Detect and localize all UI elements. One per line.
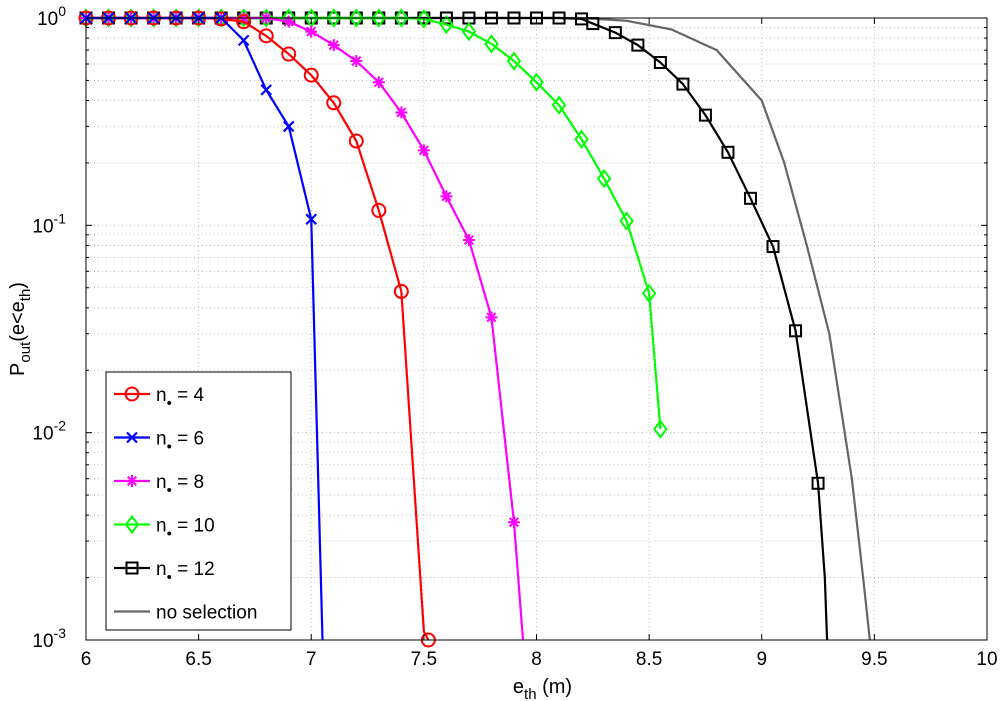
legend-entry: n• = 12 [114, 559, 215, 586]
legend-label: no selection [156, 603, 257, 624]
x-tick-label: 9.5 [861, 649, 887, 670]
data-point [305, 25, 318, 38]
data-point [461, 21, 477, 42]
data-point [440, 190, 453, 203]
data-point [393, 283, 409, 299]
data-point [619, 211, 634, 231]
x-tick-label: 8 [531, 649, 542, 670]
x-tick-label: 6 [81, 649, 92, 670]
data-point [417, 144, 430, 157]
x-tick-label: 7 [306, 649, 317, 670]
data-point [350, 55, 363, 68]
data-point [789, 324, 803, 338]
x-tick-label: 7.5 [411, 649, 437, 670]
legend-label: n• = 12 [156, 559, 215, 586]
data-point [395, 106, 408, 119]
data-point [236, 14, 252, 30]
legend-entry: n• = 4 [114, 385, 204, 412]
legend-entry: n• = 8 [114, 472, 204, 499]
data-point [326, 95, 342, 111]
data-point [641, 283, 657, 303]
legend-label: n• = 6 [156, 429, 204, 456]
data-point [258, 28, 274, 44]
data-point [484, 34, 499, 54]
data-point [698, 108, 712, 122]
data-point [349, 8, 364, 28]
data-point [348, 133, 364, 149]
data-point [743, 191, 757, 205]
data-point [507, 516, 520, 529]
legend-entry: n• = 10 [114, 514, 215, 543]
data-point [282, 120, 295, 133]
data-point [506, 51, 522, 71]
data-point [574, 129, 589, 149]
legend-label: n• = 4 [156, 385, 204, 412]
legend-entry: n• = 6 [114, 429, 204, 456]
x-tick-label: 8.5 [636, 649, 662, 670]
data-point [326, 8, 342, 28]
data-point [462, 233, 475, 246]
data-point [305, 213, 318, 226]
data-point [653, 419, 668, 439]
data-point [439, 14, 454, 35]
data-point [303, 67, 319, 83]
legend-marker [124, 386, 140, 402]
legend-marker [126, 431, 138, 444]
y-tick-label: 10-2 [32, 418, 66, 445]
x-tick-label: 6.5 [185, 649, 211, 670]
x-tick-label: 10 [976, 649, 997, 670]
data-point [608, 26, 622, 40]
data-point [596, 168, 612, 189]
x-axis-label: eth (m) [513, 676, 572, 701]
data-point [811, 476, 825, 490]
series-line [86, 16, 871, 641]
legend-label: n• = 8 [156, 472, 204, 499]
data-point [631, 38, 645, 52]
data-point [372, 76, 385, 89]
legend-marker [126, 475, 138, 487]
data-point [371, 202, 387, 218]
data-point [282, 15, 295, 28]
data-point [766, 240, 780, 254]
data-point [721, 145, 735, 159]
y-tick-label: 100 [37, 3, 66, 30]
x-tick-label: 9 [756, 649, 767, 670]
data-point [260, 84, 272, 96]
y-tick-label: 10-3 [32, 625, 66, 652]
data-point [281, 46, 297, 62]
legend-box [105, 371, 292, 631]
legend-entry: no selection [114, 603, 257, 624]
data-point [237, 34, 250, 47]
legend-label: n• = 10 [156, 516, 215, 543]
data-point [327, 39, 340, 52]
data-point [371, 8, 387, 28]
legend-marker [125, 561, 139, 575]
axis-ticks: 6 6.5 7 7.5 8 8.5 9 9.5 10 100 10-1 10-2 10-3 [32, 3, 997, 670]
data-point [485, 311, 498, 324]
data-point [394, 8, 409, 28]
legend-marker [124, 514, 140, 535]
legend: n• = 4 n• = 6 n• = 8 n• = 10 n• = 12 no selec… [105, 371, 292, 631]
series-5 [86, 16, 871, 641]
series-line [86, 16, 662, 430]
data-point [416, 9, 432, 29]
y-tick-label: 10-1 [32, 210, 66, 237]
data-point [529, 72, 544, 92]
data-point [551, 95, 567, 115]
data-point [653, 56, 667, 70]
data-point [676, 77, 690, 91]
y-axis-label: Pout(e<eth) [7, 282, 34, 376]
